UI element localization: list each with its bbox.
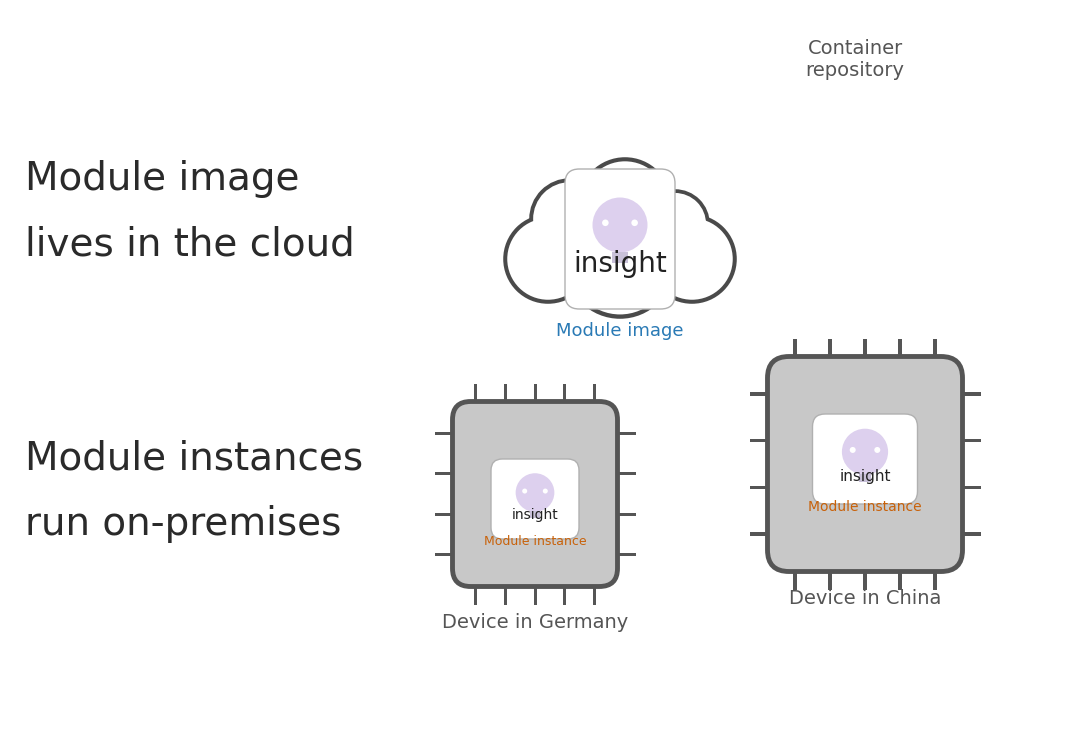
Bar	[435, 553, 452, 556]
Bar	[933, 571, 937, 589]
Circle shape	[643, 192, 707, 256]
FancyBboxPatch shape	[452, 401, 618, 586]
Text: Module image: Module image	[25, 160, 300, 198]
Bar	[962, 392, 981, 396]
Bar	[618, 512, 636, 515]
Bar	[793, 571, 797, 589]
Text: lives in the cloud: lives in the cloud	[25, 225, 354, 263]
Bar	[863, 571, 867, 589]
Circle shape	[874, 447, 881, 453]
Bar	[962, 439, 981, 443]
Text: Module instance: Module instance	[809, 500, 921, 514]
Bar	[898, 339, 902, 357]
Text: insight: insight	[574, 250, 667, 278]
Text: Module image: Module image	[556, 322, 684, 340]
Circle shape	[516, 473, 554, 512]
Bar	[474, 586, 477, 604]
Bar	[563, 383, 566, 401]
FancyBboxPatch shape	[565, 169, 674, 309]
Bar	[618, 432, 636, 435]
Bar	[898, 571, 902, 589]
Bar	[563, 586, 566, 604]
Text: Module instances: Module instances	[25, 440, 363, 478]
Bar	[828, 339, 831, 357]
Circle shape	[506, 217, 590, 301]
Bar	[612, 252, 627, 262]
Circle shape	[842, 428, 888, 475]
Circle shape	[650, 217, 734, 301]
Bar	[859, 474, 871, 482]
Circle shape	[582, 161, 668, 246]
Bar	[531, 512, 540, 518]
Bar	[593, 383, 596, 401]
Circle shape	[850, 447, 856, 453]
Text: insight: insight	[839, 470, 890, 485]
Bar	[933, 339, 937, 357]
FancyBboxPatch shape	[813, 414, 917, 504]
Bar	[962, 485, 981, 489]
Text: Device in Germany: Device in Germany	[441, 613, 628, 631]
Bar	[504, 383, 507, 401]
Text: Container
repository: Container repository	[806, 38, 904, 79]
Bar	[750, 485, 768, 489]
Bar	[593, 586, 596, 604]
Circle shape	[651, 218, 732, 300]
FancyBboxPatch shape	[768, 357, 962, 571]
Text: run on-premises: run on-premises	[25, 505, 342, 543]
Bar	[435, 473, 452, 476]
Bar	[962, 532, 981, 536]
Bar	[435, 432, 452, 435]
Bar	[750, 532, 768, 536]
Bar	[504, 586, 507, 604]
Circle shape	[632, 219, 638, 226]
Circle shape	[533, 182, 607, 256]
Text: Module instance: Module instance	[483, 535, 586, 548]
Bar	[618, 473, 636, 476]
Circle shape	[581, 160, 669, 248]
Circle shape	[522, 488, 527, 494]
Circle shape	[644, 193, 706, 255]
Bar	[750, 392, 768, 396]
Circle shape	[568, 212, 672, 316]
Circle shape	[603, 219, 609, 226]
Bar	[534, 383, 537, 401]
Bar	[863, 339, 867, 357]
Bar	[618, 553, 636, 556]
Bar	[534, 586, 537, 604]
Circle shape	[542, 488, 548, 494]
Bar	[828, 571, 831, 589]
Bar	[750, 439, 768, 443]
Circle shape	[532, 181, 608, 257]
Text: Device in China: Device in China	[788, 589, 941, 608]
Circle shape	[569, 213, 670, 315]
Bar	[435, 512, 452, 515]
Circle shape	[593, 198, 648, 252]
Text: insight: insight	[511, 508, 558, 522]
Bar	[474, 383, 477, 401]
Bar	[793, 339, 797, 357]
Circle shape	[507, 218, 589, 300]
FancyBboxPatch shape	[491, 459, 579, 539]
